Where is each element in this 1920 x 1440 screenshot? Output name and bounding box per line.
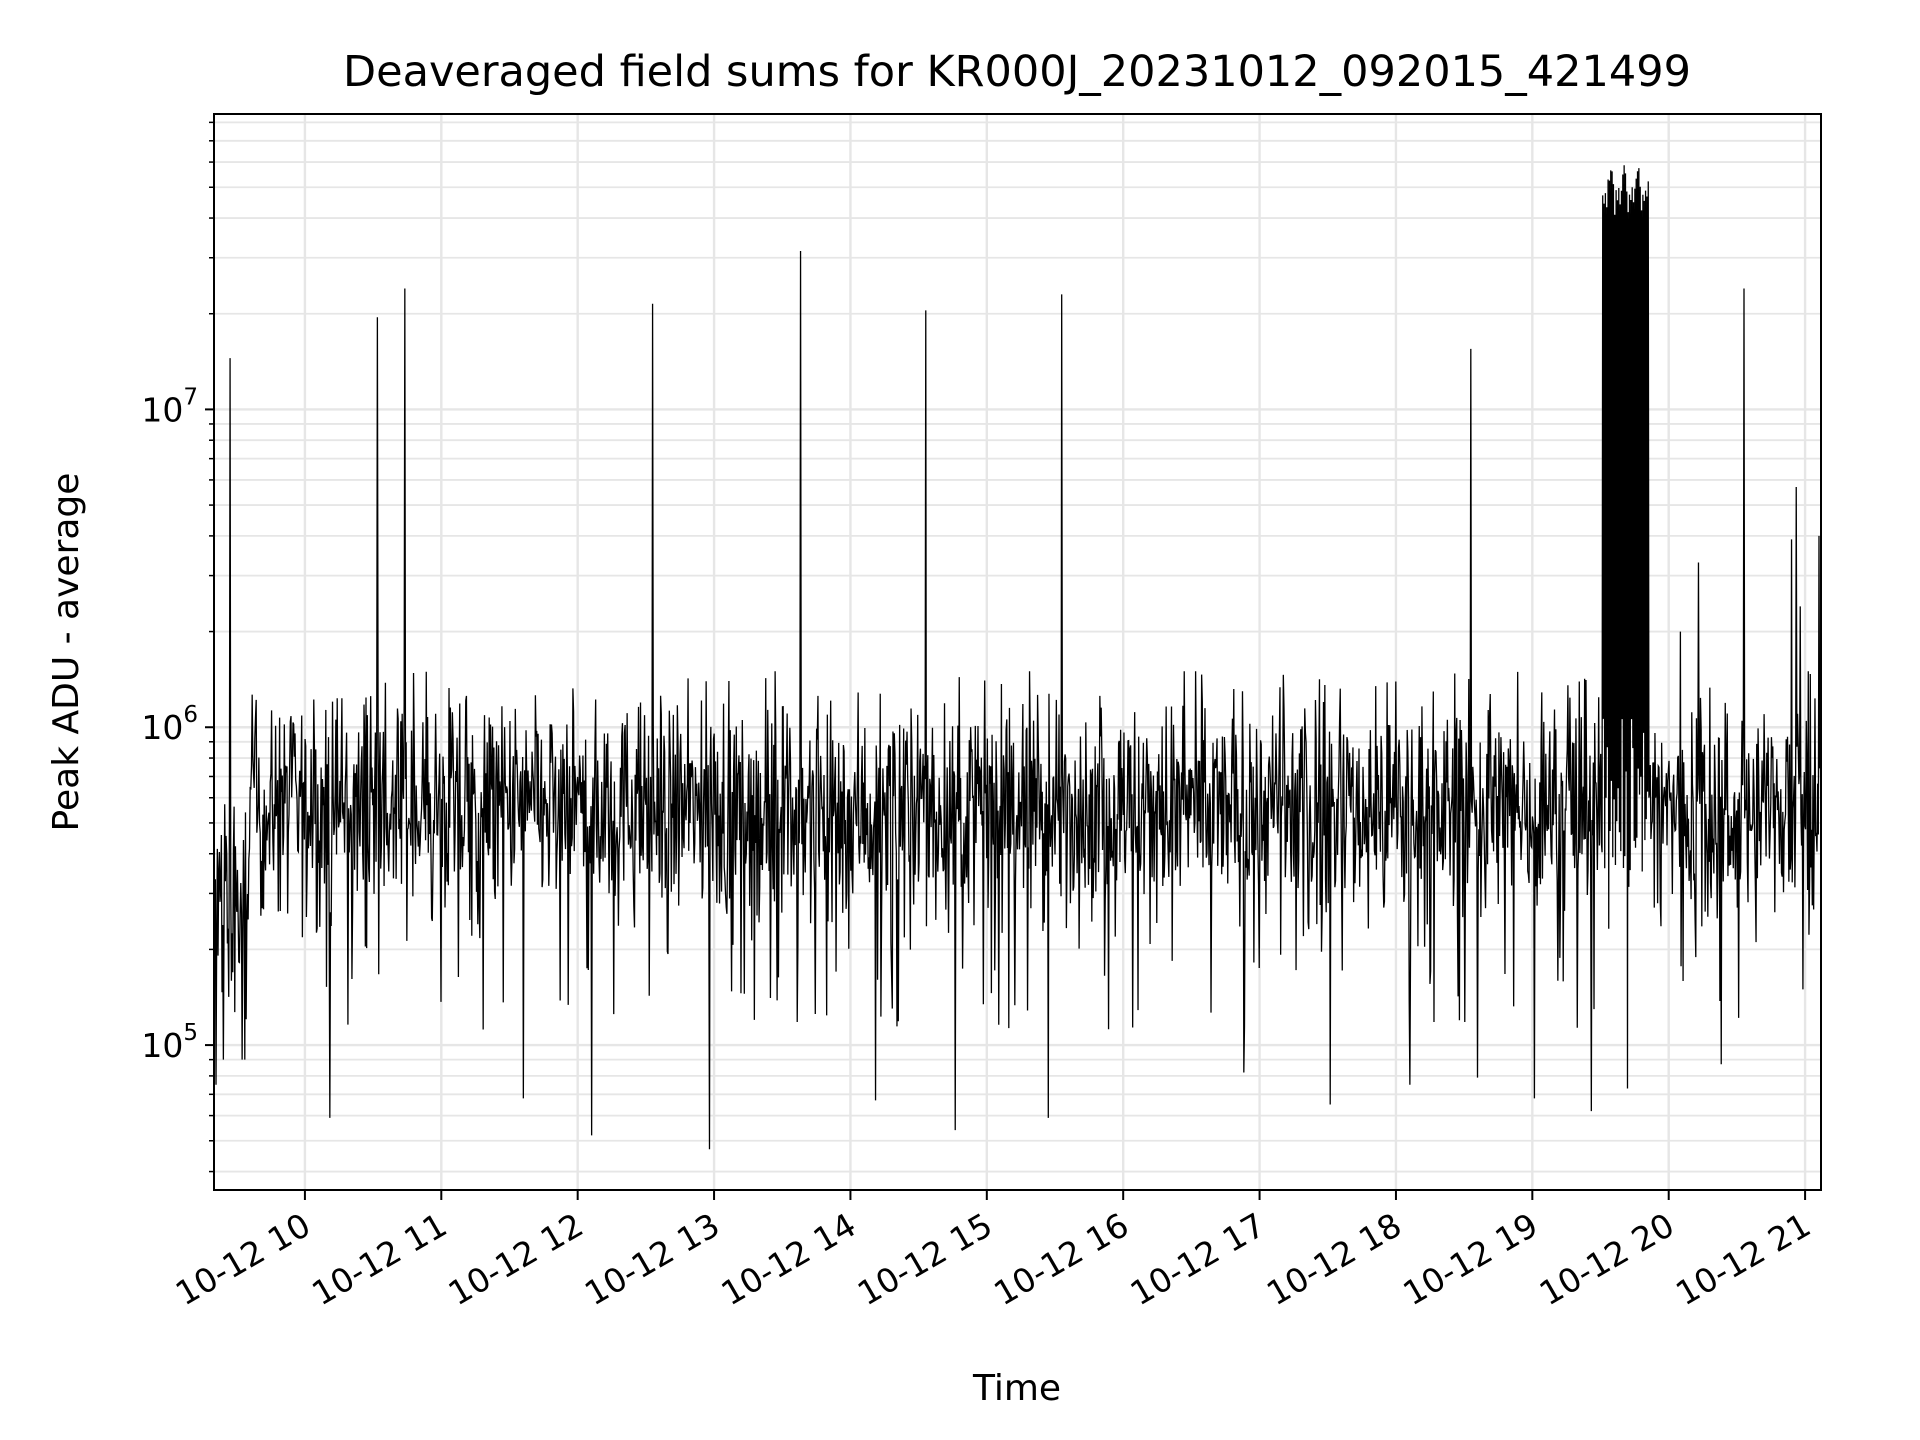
chart-title: Deaveraged field sums for KR000J_2023101… xyxy=(343,47,1691,97)
y-axis: 105 106 107 xyxy=(141,121,214,1173)
y-tick-label: 106 xyxy=(141,702,198,747)
y-axis-label: Peak ADU - average xyxy=(46,473,87,832)
series-line xyxy=(213,165,1822,1150)
x-axis-label: Time xyxy=(972,1368,1061,1409)
series-layer xyxy=(213,165,1822,1150)
y-tick-label: 105 xyxy=(141,1020,198,1065)
y-tick-label: 107 xyxy=(141,384,198,429)
plot-frame xyxy=(213,113,1822,1191)
